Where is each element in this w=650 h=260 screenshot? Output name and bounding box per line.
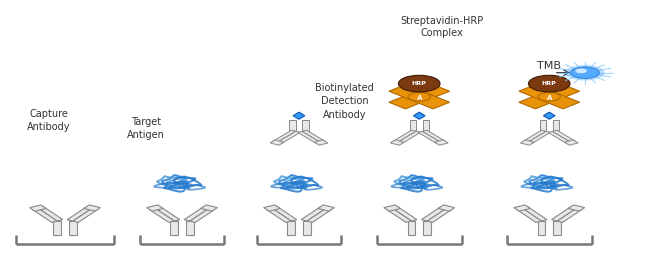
Polygon shape [523,130,546,142]
Polygon shape [201,205,217,211]
Polygon shape [147,205,163,211]
Polygon shape [519,84,580,109]
Polygon shape [302,120,309,131]
Polygon shape [421,207,447,221]
Polygon shape [73,208,98,222]
Polygon shape [422,120,429,131]
Polygon shape [302,130,326,142]
Polygon shape [413,112,425,119]
Polygon shape [391,140,404,145]
Polygon shape [410,120,416,131]
Text: Biotinylated
Detection
Antibody: Biotinylated Detection Antibody [315,83,374,120]
Polygon shape [389,84,450,109]
Text: A: A [417,95,422,101]
Text: A: A [547,95,552,101]
Text: Target
Antigen: Target Antigen [127,117,165,140]
Polygon shape [434,140,448,145]
Polygon shape [289,120,296,131]
Polygon shape [277,131,300,144]
Polygon shape [67,207,92,221]
Polygon shape [264,205,280,211]
Polygon shape [392,207,417,221]
Polygon shape [552,130,576,142]
Polygon shape [84,205,100,211]
Polygon shape [170,221,178,235]
Polygon shape [551,207,577,221]
Polygon shape [564,140,578,145]
Polygon shape [387,208,411,222]
Polygon shape [540,120,546,131]
Circle shape [571,67,599,79]
Polygon shape [190,208,214,222]
Polygon shape [69,221,77,235]
Polygon shape [397,131,421,144]
Polygon shape [438,205,454,211]
Polygon shape [393,130,416,142]
Circle shape [566,65,604,81]
Circle shape [538,92,560,101]
Polygon shape [543,112,555,119]
Circle shape [528,75,570,92]
Polygon shape [272,207,297,221]
Polygon shape [552,120,559,131]
Polygon shape [522,207,547,221]
Polygon shape [150,208,174,222]
Polygon shape [423,221,431,235]
Polygon shape [389,84,450,109]
Polygon shape [184,207,209,221]
Polygon shape [307,208,332,222]
Polygon shape [298,131,321,144]
Polygon shape [514,205,530,211]
Polygon shape [521,140,534,145]
Polygon shape [155,207,180,221]
Polygon shape [186,221,194,235]
Polygon shape [303,221,311,235]
Polygon shape [568,205,584,211]
Polygon shape [38,207,63,221]
Polygon shape [384,205,400,211]
Polygon shape [30,205,46,211]
Polygon shape [293,112,305,119]
Polygon shape [301,207,326,221]
Polygon shape [32,208,57,222]
Polygon shape [427,208,452,222]
Polygon shape [553,221,561,235]
Polygon shape [422,130,446,142]
Polygon shape [314,140,328,145]
Text: HRP: HRP [412,81,426,86]
Polygon shape [266,208,291,222]
Polygon shape [538,221,545,235]
Polygon shape [519,84,580,109]
Polygon shape [53,221,61,235]
Circle shape [575,69,587,73]
Polygon shape [548,131,571,144]
Polygon shape [418,131,441,144]
Text: TMB: TMB [538,61,561,72]
Text: Streptavidin-HRP
Complex: Streptavidin-HRP Complex [400,16,484,38]
Text: HRP: HRP [542,81,556,86]
Text: Capture
Antibody: Capture Antibody [27,109,70,132]
Polygon shape [408,221,415,235]
Polygon shape [272,130,296,142]
Circle shape [408,92,430,101]
Polygon shape [270,140,284,145]
Polygon shape [318,205,334,211]
Polygon shape [517,208,541,222]
Polygon shape [557,208,582,222]
Circle shape [398,75,440,92]
Polygon shape [527,131,551,144]
Polygon shape [287,221,295,235]
